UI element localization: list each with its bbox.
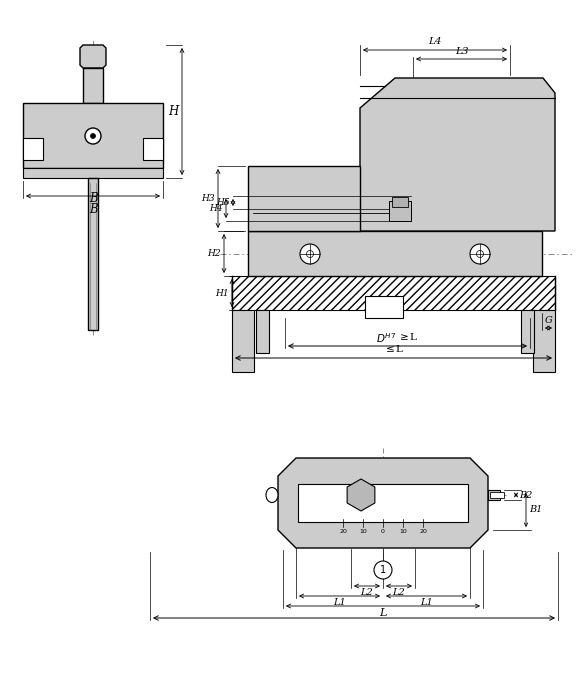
Polygon shape: [278, 458, 488, 548]
Bar: [389, 201, 411, 221]
Bar: [248, 231, 542, 276]
Text: H3: H3: [201, 194, 215, 203]
Polygon shape: [360, 78, 555, 231]
Text: $\leq$L: $\leq$L: [383, 343, 404, 354]
Polygon shape: [347, 479, 375, 511]
Text: B: B: [88, 203, 97, 216]
Text: G: G: [545, 316, 552, 325]
Text: 1: 1: [380, 565, 386, 575]
Bar: [392, 197, 408, 207]
Circle shape: [374, 561, 392, 579]
Polygon shape: [80, 45, 106, 68]
Text: $D^{H7}$: $D^{H7}$: [377, 331, 396, 345]
Bar: [143, 138, 163, 160]
Bar: [533, 310, 555, 372]
Text: H2: H2: [207, 249, 221, 258]
Ellipse shape: [266, 487, 278, 503]
Circle shape: [470, 244, 490, 264]
Bar: [488, 490, 500, 500]
Text: L4: L4: [428, 37, 442, 46]
Text: H4: H4: [210, 204, 223, 213]
Bar: [490, 492, 504, 498]
Text: H1: H1: [215, 288, 229, 297]
Bar: [88, 178, 98, 330]
Bar: [256, 310, 269, 353]
Text: 10: 10: [359, 529, 367, 534]
Circle shape: [90, 133, 95, 138]
Circle shape: [85, 128, 101, 144]
Text: 10: 10: [399, 529, 407, 534]
Text: 20: 20: [339, 529, 347, 534]
Bar: [23, 168, 163, 178]
Bar: [232, 310, 254, 372]
Text: B: B: [88, 192, 97, 205]
Text: L1: L1: [333, 598, 346, 607]
Bar: [248, 166, 360, 231]
Bar: [23, 103, 163, 168]
Text: B2: B2: [519, 491, 533, 500]
Text: 0: 0: [381, 529, 385, 534]
Bar: [521, 310, 534, 353]
Text: $\geq$L: $\geq$L: [397, 331, 418, 342]
Bar: [232, 276, 555, 310]
Text: H5: H5: [217, 198, 230, 207]
Text: L: L: [379, 608, 386, 618]
Bar: [298, 484, 468, 522]
Circle shape: [477, 251, 484, 258]
Bar: [23, 138, 43, 160]
Text: L3: L3: [455, 47, 469, 56]
Text: L2: L2: [393, 588, 406, 597]
Text: L1: L1: [420, 598, 433, 607]
Bar: [364, 296, 403, 318]
Text: 20: 20: [419, 529, 427, 534]
Text: H: H: [168, 105, 178, 118]
Circle shape: [307, 251, 314, 258]
Text: B1: B1: [529, 505, 542, 514]
Circle shape: [300, 244, 320, 264]
Text: L2: L2: [361, 588, 374, 597]
Bar: [83, 68, 103, 103]
